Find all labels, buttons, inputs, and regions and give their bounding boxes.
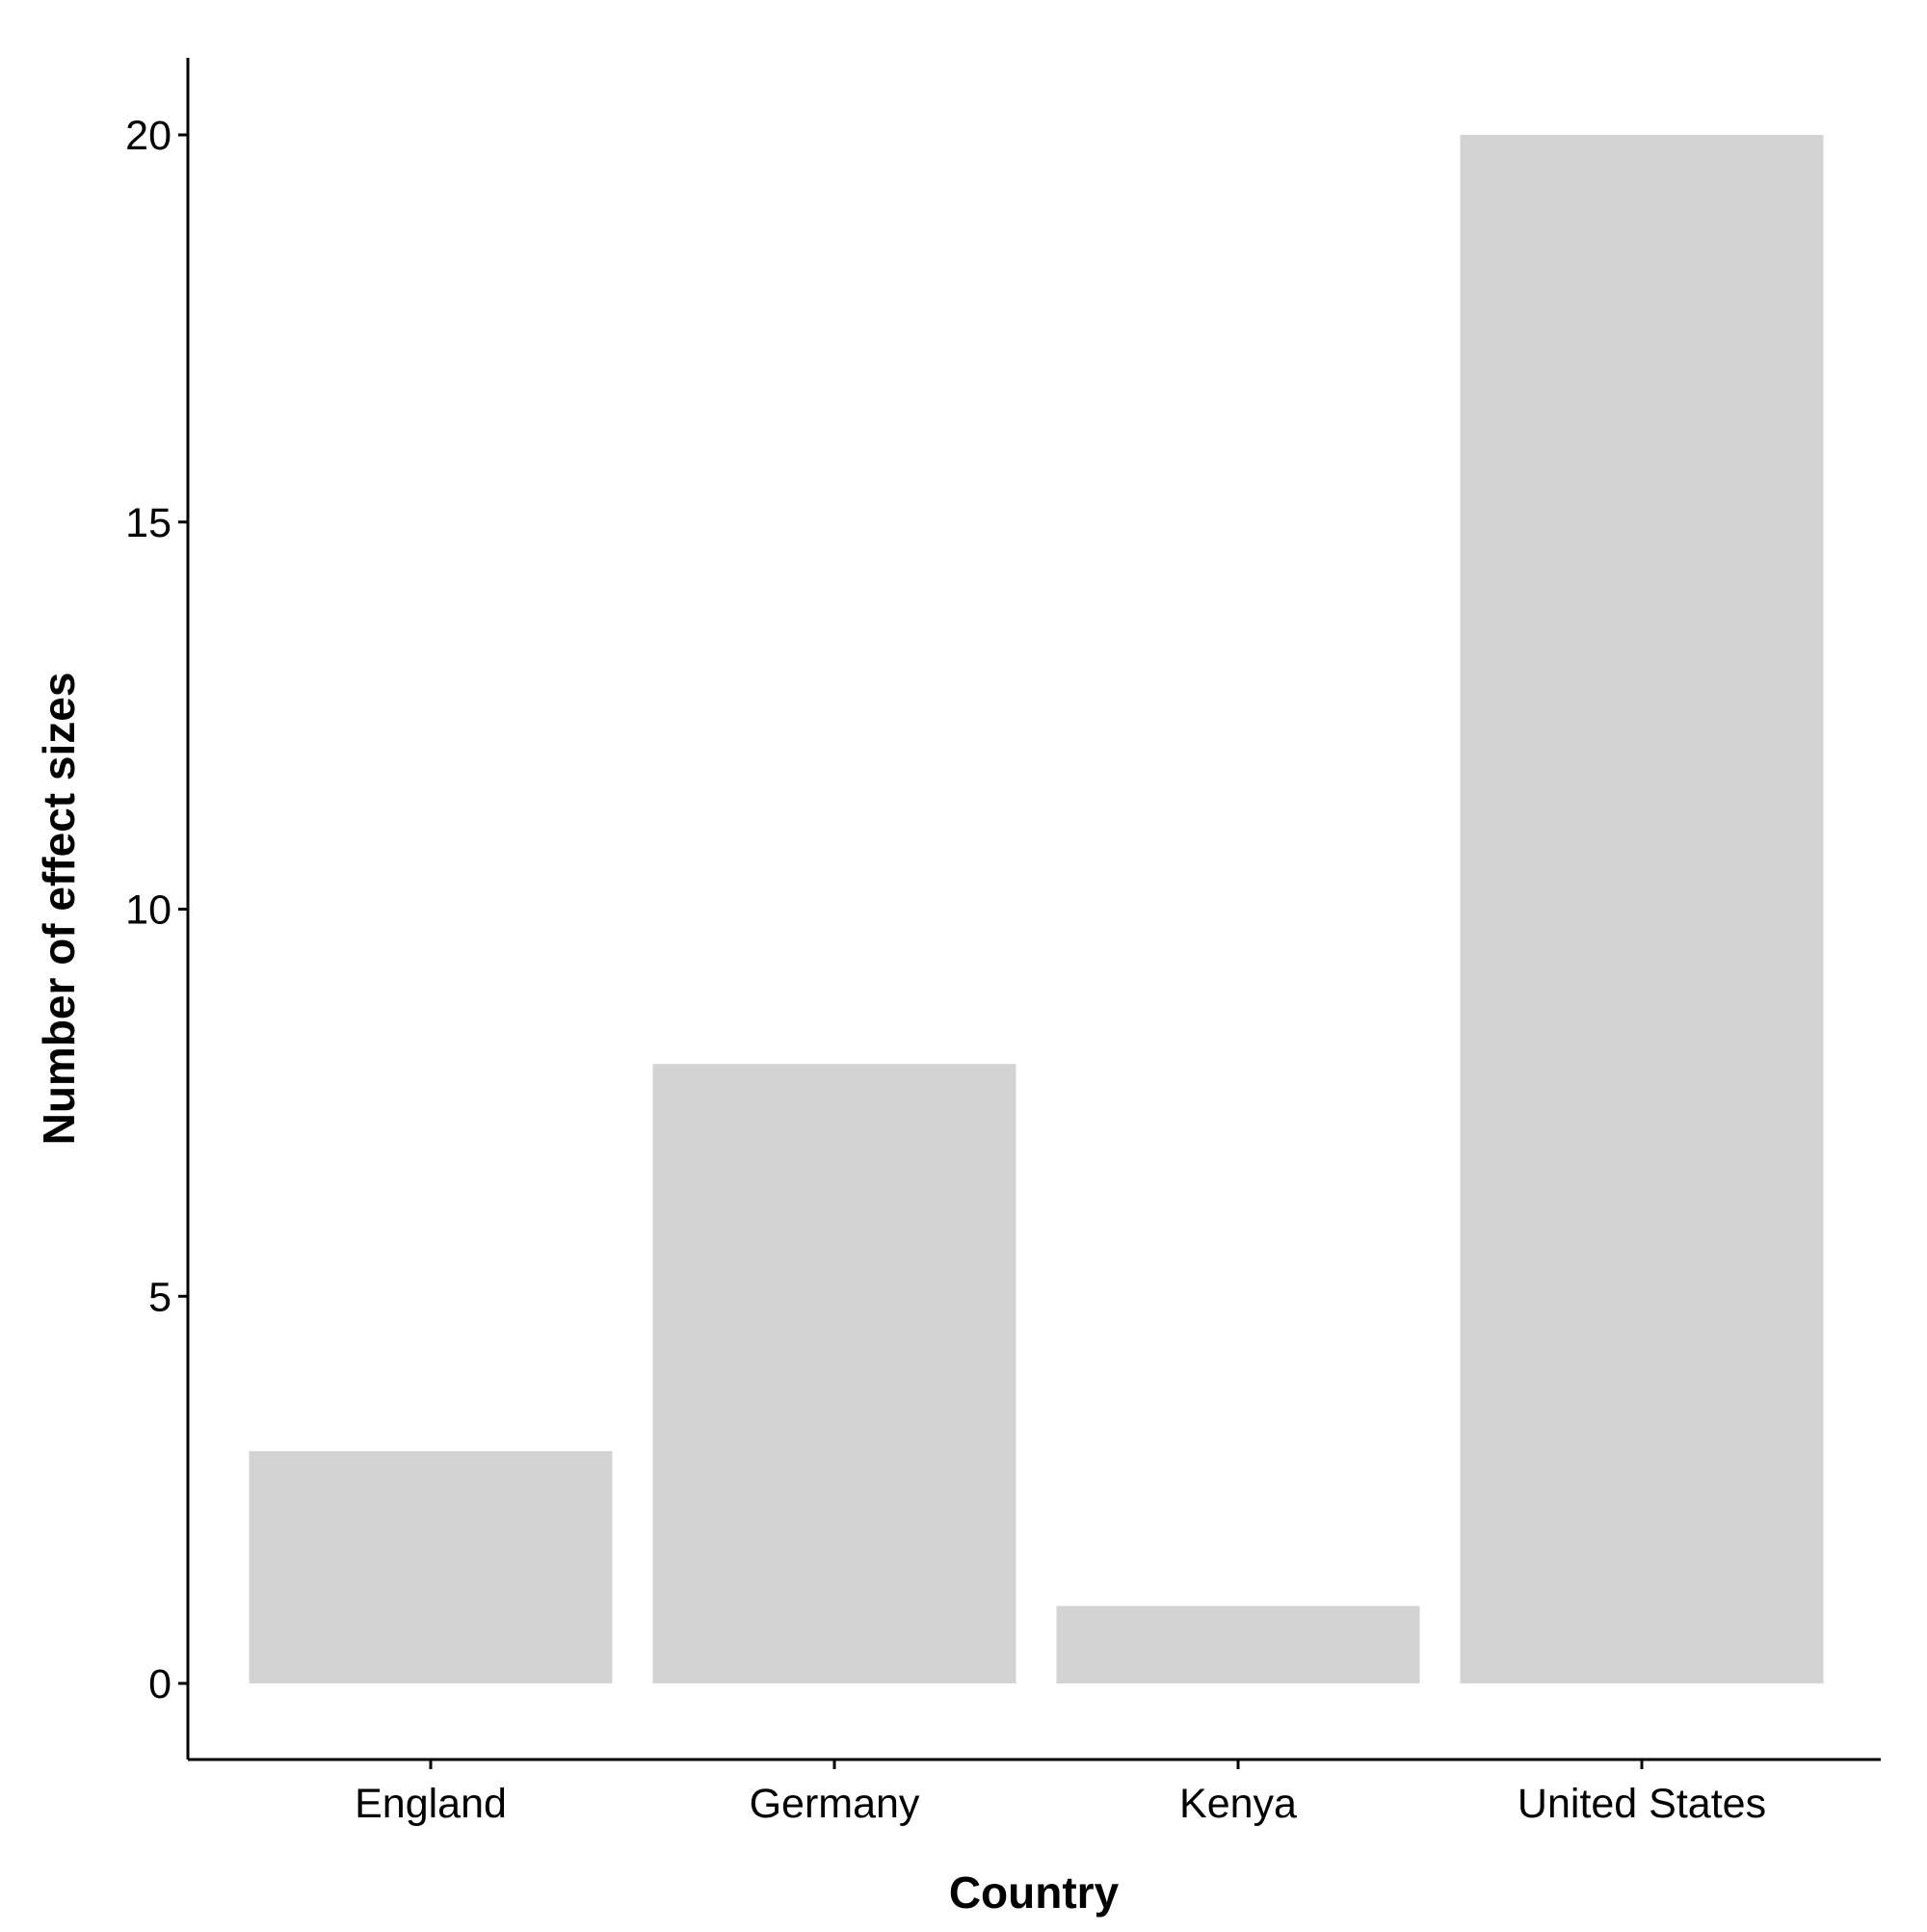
y-tick-label: 0: [148, 1661, 172, 1707]
x-axis-title: Country: [949, 1867, 1120, 1918]
x-tick-label: Kenya: [1179, 1781, 1297, 1827]
bar-germany: [652, 1064, 1016, 1683]
x-tick-label: United States: [1518, 1781, 1766, 1827]
y-axis-title: Number of effect sizes: [34, 673, 84, 1146]
bars-group: [249, 135, 1824, 1683]
x-tick-label: Germany: [750, 1781, 920, 1827]
x-axis: England Germany Kenya United States: [188, 1758, 1881, 1827]
y-tick-label: 5: [148, 1274, 172, 1320]
bar-england: [249, 1450, 613, 1683]
y-tick-label: 15: [125, 500, 172, 546]
x-tick-label: England: [355, 1781, 507, 1827]
y-axis: 0 5 10 15 20: [125, 58, 190, 1760]
y-tick-label: 20: [125, 113, 172, 159]
y-tick-label: 10: [125, 887, 172, 934]
bar-united-states: [1460, 135, 1824, 1683]
bar-kenya: [1056, 1605, 1420, 1683]
